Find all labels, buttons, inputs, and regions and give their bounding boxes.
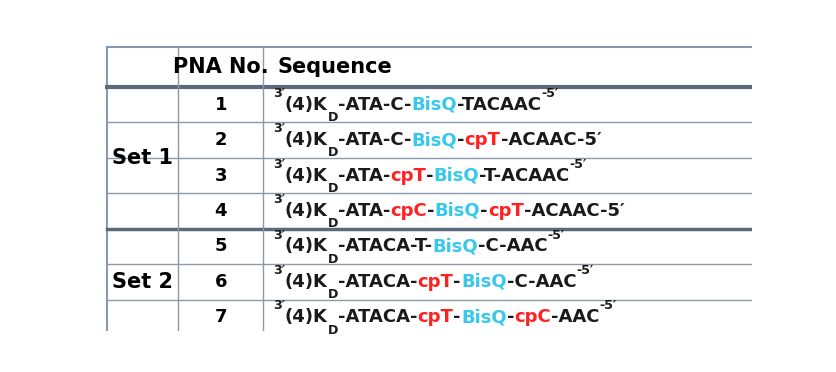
Text: cpT: cpT	[390, 167, 426, 185]
Text: -: -	[427, 202, 435, 220]
Text: D: D	[328, 111, 338, 124]
Text: -5′: -5′	[548, 228, 564, 241]
Text: -ATACA-T-: -ATACA-T-	[338, 237, 432, 256]
Text: -5′: -5′	[599, 299, 617, 312]
Text: Set 2: Set 2	[112, 272, 173, 292]
Text: 3′: 3′	[273, 122, 285, 135]
Text: -ATA-: -ATA-	[338, 167, 390, 185]
Text: -TACAAC: -TACAAC	[457, 96, 541, 114]
Text: -C-AAC: -C-AAC	[507, 273, 576, 291]
Text: -: -	[507, 308, 514, 326]
Text: cpT: cpT	[465, 131, 501, 149]
Text: (4)K: (4)K	[285, 273, 328, 291]
Text: -ACAAC-5′: -ACAAC-5′	[523, 202, 624, 220]
Text: (4)K: (4)K	[285, 167, 328, 185]
Text: cpC: cpC	[514, 308, 551, 326]
Text: 6: 6	[215, 273, 227, 291]
Text: BisQ: BisQ	[432, 237, 478, 256]
Text: Sequence: Sequence	[278, 57, 392, 77]
Text: (4)K: (4)K	[285, 202, 328, 220]
Text: -5′: -5′	[569, 158, 587, 171]
Text: -: -	[453, 308, 461, 326]
Text: cpT: cpT	[417, 308, 453, 326]
Text: -AAC: -AAC	[551, 308, 599, 326]
Text: BisQ: BisQ	[435, 202, 481, 220]
Text: -ACAAC-5′: -ACAAC-5′	[501, 131, 601, 149]
Text: BisQ: BisQ	[461, 308, 507, 326]
Text: D: D	[328, 253, 338, 266]
Text: 3′: 3′	[273, 193, 285, 206]
Text: cpC: cpC	[390, 202, 427, 220]
Text: D: D	[328, 324, 338, 337]
Text: -ATACA-: -ATACA-	[338, 308, 417, 326]
Text: -: -	[453, 273, 461, 291]
Text: -: -	[481, 202, 487, 220]
Text: (4)K: (4)K	[285, 131, 328, 149]
Text: 4: 4	[215, 202, 227, 220]
Text: Set 1: Set 1	[112, 148, 173, 168]
Text: 3′: 3′	[273, 264, 285, 277]
Text: 3′: 3′	[273, 87, 285, 100]
Text: -: -	[426, 167, 434, 185]
Text: 5: 5	[215, 237, 227, 256]
Text: -5′: -5′	[576, 264, 594, 277]
Text: 3′: 3′	[273, 158, 285, 171]
Text: BisQ: BisQ	[411, 131, 457, 149]
Text: BisQ: BisQ	[461, 273, 507, 291]
Text: cpT: cpT	[417, 273, 453, 291]
Text: -5′: -5′	[541, 87, 558, 100]
Text: -ATACA-: -ATACA-	[338, 273, 417, 291]
Text: D: D	[328, 182, 338, 195]
Text: -ATA-: -ATA-	[338, 202, 390, 220]
Text: D: D	[328, 217, 338, 230]
Text: -T-ACAAC: -T-ACAAC	[479, 167, 569, 185]
Text: 3: 3	[215, 167, 227, 185]
Text: 1: 1	[215, 96, 227, 114]
Text: 3′: 3′	[273, 228, 285, 241]
Text: -ATA-C-: -ATA-C-	[338, 131, 411, 149]
Text: (4)K: (4)K	[285, 237, 328, 256]
Text: 7: 7	[215, 308, 227, 326]
Text: -C-AAC: -C-AAC	[478, 237, 548, 256]
Text: (4)K: (4)K	[285, 96, 328, 114]
Text: (4)K: (4)K	[285, 308, 328, 326]
Text: BisQ: BisQ	[434, 167, 479, 185]
Text: 2: 2	[215, 131, 227, 149]
Text: -ATA-C-: -ATA-C-	[338, 96, 411, 114]
Text: 3′: 3′	[273, 299, 285, 312]
Text: cpT: cpT	[487, 202, 523, 220]
Text: -: -	[457, 131, 465, 149]
Text: D: D	[328, 288, 338, 301]
Text: D: D	[328, 147, 338, 160]
Text: PNA No.: PNA No.	[173, 57, 268, 77]
Text: BisQ: BisQ	[411, 96, 457, 114]
